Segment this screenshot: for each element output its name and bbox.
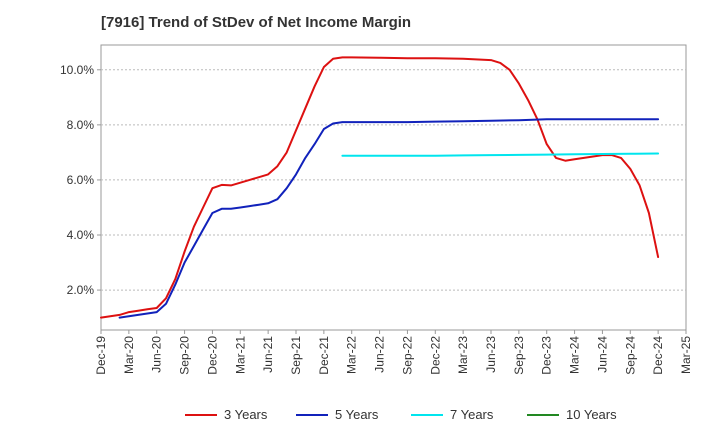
x-tick-label: Sep-22 — [400, 336, 414, 375]
x-axis: Dec-19 Mar-20 Jun-20 Sep-20 Dec-20 Mar-21 Jun-… — [94, 330, 693, 375]
y-tick-label: 6.0% — [67, 173, 95, 187]
x-tick-label: Dec-23 — [540, 336, 554, 375]
x-tick-label: Jun-23 — [484, 336, 498, 373]
x-tick-label: Jun-24 — [595, 336, 609, 373]
x-tick-label: Mar-24 — [568, 336, 582, 374]
x-tick-label: Dec-19 — [94, 336, 108, 375]
x-tick-label: Dec-21 — [317, 336, 331, 375]
grid-lines — [101, 69, 686, 291]
x-tick-label: Sep-21 — [289, 336, 303, 375]
legend-label: 7 Years — [450, 407, 494, 422]
series-lines — [100, 56, 660, 319]
y-tick-label: 8.0% — [67, 118, 95, 132]
series-line-3-years — [100, 56, 660, 319]
x-tick-label: Mar-23 — [456, 336, 470, 374]
legend-label: 10 Years — [566, 407, 617, 422]
legend-label: 5 Years — [335, 407, 379, 422]
legend-label: 3 Years — [224, 407, 268, 422]
x-tick-label: Sep-20 — [178, 336, 192, 375]
series-line-5-years — [118, 118, 660, 319]
y-axis: 2.0% 4.0% 6.0% 8.0% 10.0% — [60, 63, 101, 297]
chart-title: [7916] Trend of StDev of Net Income Marg… — [101, 14, 412, 31]
plot-area — [100, 44, 687, 331]
legend: 3 Years 5 Years 7 Years 10 Years — [185, 407, 617, 422]
x-tick-label: Mar-25 — [679, 336, 693, 374]
x-tick-label: Jun-22 — [373, 336, 387, 373]
x-tick-label: Mar-21 — [233, 336, 247, 374]
x-tick-label: Mar-20 — [122, 336, 136, 374]
x-tick-label: Dec-22 — [428, 336, 442, 375]
y-tick-label: 10.0% — [60, 63, 94, 77]
x-tick-label: Jun-20 — [150, 336, 164, 373]
x-tick-label: Jun-21 — [261, 336, 275, 373]
x-tick-label: Dec-24 — [651, 336, 665, 375]
x-tick-label: Sep-23 — [512, 336, 526, 375]
series-line-7-years — [341, 152, 660, 157]
y-tick-label: 4.0% — [67, 228, 95, 242]
y-tick-label: 2.0% — [67, 283, 95, 297]
x-tick-label: Sep-24 — [623, 336, 637, 375]
x-tick-label: Mar-22 — [345, 336, 359, 374]
x-tick-label: Dec-20 — [205, 336, 219, 375]
